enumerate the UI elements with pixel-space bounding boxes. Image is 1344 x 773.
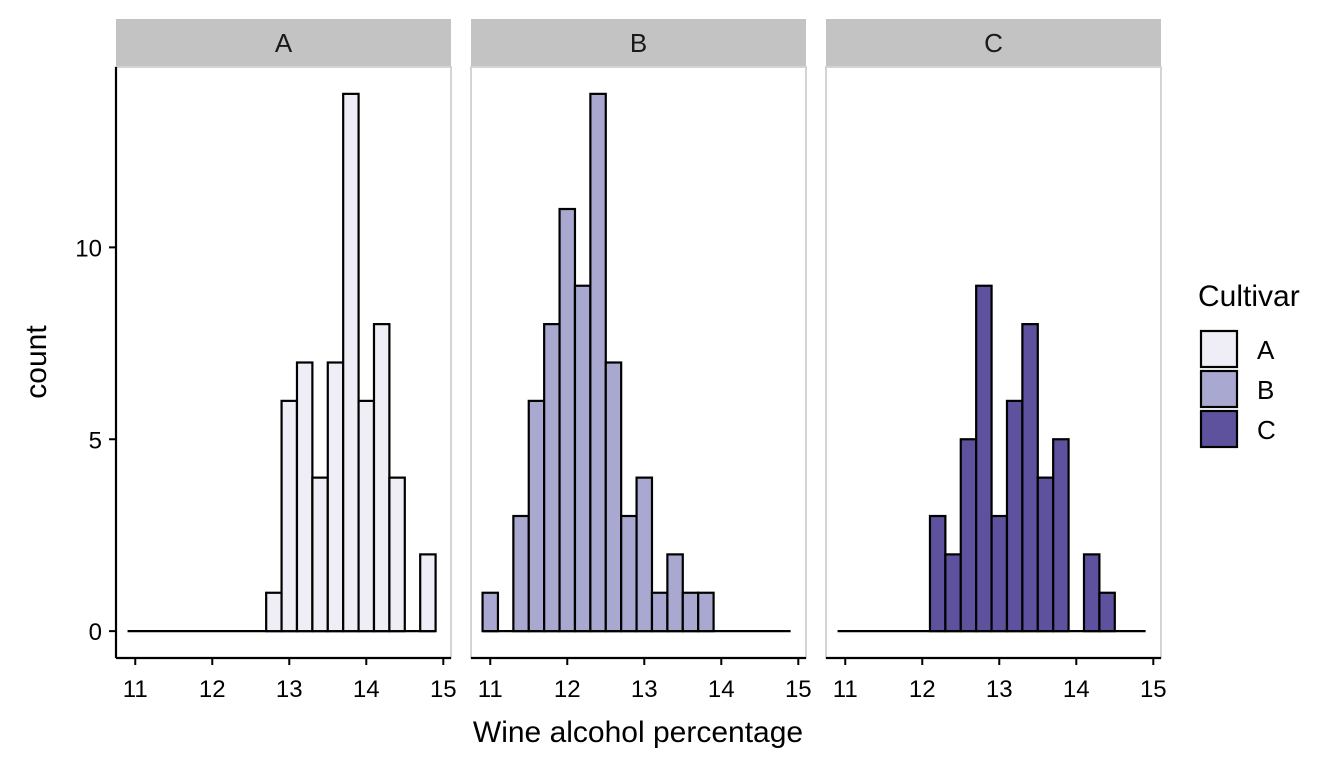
- x-tick-label: 14: [1063, 676, 1090, 703]
- y-tick-label: 5: [89, 427, 102, 454]
- histogram-bar: [342, 92, 360, 633]
- facet-strip-B: [471, 19, 806, 67]
- x-tick-label: 14: [353, 676, 380, 703]
- legend: Cultivar ABC: [1198, 280, 1300, 449]
- histogram-bar: [527, 399, 546, 633]
- histogram-bar: [666, 553, 684, 633]
- histogram-bar: [990, 514, 1009, 633]
- histogram-bar: [543, 323, 561, 633]
- facet-strip-label-C: C: [984, 28, 1003, 58]
- legend-swatch: [1199, 329, 1239, 369]
- x-tick-label: 13: [276, 676, 303, 703]
- y-tick-label: 0: [89, 619, 102, 646]
- facet-strip-C: [826, 19, 1161, 67]
- histogram-bar: [681, 591, 700, 633]
- histogram-bar: [311, 476, 329, 633]
- legend-label: A: [1257, 335, 1275, 365]
- y-axis: 0 5 10: [75, 67, 118, 658]
- legend-items: ABC: [1199, 329, 1276, 449]
- histogram-bar: [1098, 591, 1116, 633]
- legend-title: Cultivar: [1198, 280, 1300, 313]
- histogram-bar: [1082, 553, 1101, 633]
- histogram-bar: [697, 591, 715, 633]
- histogram-bar: [604, 361, 623, 633]
- y-axis-title: count: [20, 325, 53, 399]
- legend-label: B: [1257, 375, 1274, 405]
- x-axis-title: Wine alcohol percentage: [473, 716, 803, 749]
- y-tick-label: 10: [75, 235, 102, 262]
- histogram-bar: [481, 591, 500, 633]
- histogram-bar: [512, 514, 530, 633]
- histogram-bar: [1036, 476, 1055, 633]
- x-axes: 11 12 13 14 15 11 12 13 14 15 11 12 13 14 15: [116, 656, 1167, 703]
- histogram-bar: [357, 399, 376, 633]
- histogram-bar: [620, 514, 638, 633]
- histogram-bar: [558, 207, 577, 633]
- histogram-bar: [944, 553, 962, 633]
- facet-panel-B: B: [470, 19, 807, 659]
- histogram-bar: [326, 361, 345, 633]
- histogram-bar: [265, 591, 283, 633]
- histogram-bar: [573, 284, 592, 633]
- facet-strip-label-A: A: [275, 28, 293, 58]
- legend-item-A: A: [1199, 329, 1275, 369]
- x-tick-label: 13: [631, 676, 658, 703]
- x-tick-label: 11: [123, 676, 148, 703]
- x-tick-label: 14: [708, 676, 735, 703]
- histogram-bar: [1052, 438, 1070, 633]
- legend-swatch: [1199, 409, 1239, 449]
- histogram-bar: [388, 476, 406, 633]
- facet-panels: A B C: [115, 19, 1162, 659]
- x-tick-label: 12: [199, 676, 226, 703]
- x-tick-label: 11: [478, 676, 503, 703]
- x-tick-label: 15: [1140, 676, 1167, 703]
- histogram-bar: [928, 514, 947, 633]
- x-tick-label: 11: [833, 676, 858, 703]
- histogram-bar: [280, 399, 299, 633]
- histogram-bar: [589, 92, 607, 633]
- legend-item-B: B: [1199, 369, 1274, 409]
- histogram-bar: [959, 438, 978, 633]
- x-tick-label: 15: [785, 676, 812, 703]
- facet-strip-label-B: B: [630, 28, 647, 58]
- x-tick-label: 15: [430, 676, 457, 703]
- histogram-bar: [975, 284, 993, 633]
- facet-panel-A: A: [115, 19, 452, 659]
- histogram-bar: [1021, 323, 1039, 633]
- histogram-bar: [635, 476, 654, 633]
- histogram-bar: [1005, 399, 1024, 633]
- histogram-bar: [295, 361, 314, 633]
- x-tick-label: 12: [909, 676, 936, 703]
- legend-swatch: [1199, 369, 1239, 409]
- x-tick-label: 12: [554, 676, 581, 703]
- facet-strip-A: [116, 19, 451, 67]
- facet-panel-C: C: [825, 19, 1162, 659]
- histogram-bar: [650, 591, 669, 633]
- legend-item-C: C: [1199, 409, 1276, 449]
- legend-label: C: [1257, 415, 1276, 445]
- histogram-bar: [372, 323, 391, 633]
- histogram-bar: [419, 553, 437, 633]
- x-tick-label: 13: [986, 676, 1013, 703]
